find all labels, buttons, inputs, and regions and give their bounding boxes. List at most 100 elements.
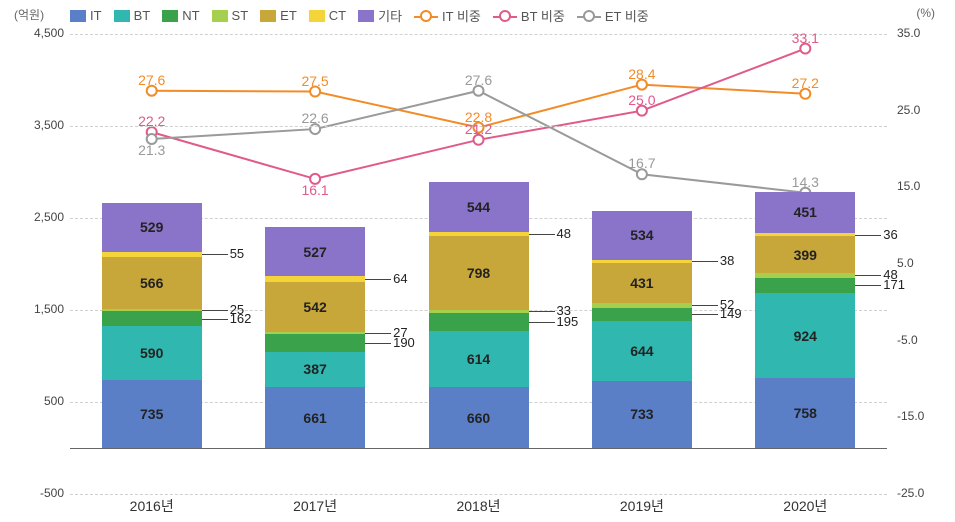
legend-label: ET 비중 — [605, 6, 649, 25]
bar-seg-nt — [429, 313, 529, 331]
bar-seg-it: 733 — [592, 381, 692, 448]
callout-leader — [202, 310, 228, 311]
legend-swatch — [212, 10, 228, 22]
legend-item-it: IT — [70, 8, 102, 23]
chart-container: (억원) (%) ITBTNTSTETCT기타IT 비중BT 비중ET 비중 7… — [0, 0, 955, 522]
bar-seg-etc: 527 — [265, 227, 365, 275]
callout-leader — [855, 285, 881, 286]
callout-leader — [202, 319, 228, 320]
bar-seg-ct — [755, 233, 855, 236]
bar-group: 660614798544 — [429, 34, 529, 494]
bar-seg-nt — [592, 308, 692, 322]
legend-swatch — [260, 10, 276, 22]
bar-seg-st — [102, 309, 202, 311]
legend-label: 기타 — [378, 6, 402, 25]
legend-swatch — [70, 10, 86, 22]
legend-swatch — [358, 10, 374, 22]
bar-callout: 55 — [230, 246, 244, 261]
bar-callout: 25 — [230, 302, 244, 317]
callout-leader — [692, 314, 718, 315]
bar-seg-ct — [102, 252, 202, 257]
bar-seg-st — [755, 273, 855, 277]
legend-item-it_ratio: IT 비중 — [414, 6, 481, 25]
legend-item-nt: NT — [162, 8, 199, 23]
bar-group: 758924399451 — [755, 34, 855, 494]
legend: IT BT NT ST ET CT 기타 IT 비중 BT 비중 ET 비중 — [70, 6, 915, 25]
callout-leader — [529, 311, 555, 312]
bar-callout: 48 — [883, 267, 897, 282]
bar-seg-st — [429, 310, 529, 313]
line-value-label: 25.0 — [628, 91, 655, 107]
bar-seg-nt — [265, 334, 365, 351]
legend-swatch — [114, 10, 130, 22]
legend-label: IT — [90, 8, 102, 23]
bar-seg-it: 660 — [429, 387, 529, 448]
line-value-label: 27.2 — [792, 75, 819, 91]
bar-seg-et: 431 — [592, 263, 692, 303]
y-right-tick: -5.0 — [897, 333, 918, 347]
legend-label: BT 비중 — [521, 6, 565, 25]
line-value-label: 33.1 — [792, 29, 819, 45]
y-left-tick: 4,500 — [34, 26, 64, 40]
callout-leader — [365, 333, 391, 334]
line-value-label: 27.5 — [301, 72, 328, 88]
y-left-tick: 2,500 — [34, 210, 64, 224]
callout-leader — [365, 343, 391, 344]
y-left-tick: 3,500 — [34, 118, 64, 132]
legend-item-ct: CT — [309, 8, 346, 23]
line-value-label: 16.7 — [628, 155, 655, 171]
line-value-label: 22.2 — [138, 113, 165, 129]
bar-seg-bt: 924 — [755, 293, 855, 378]
plot-area: 7355905665291622555661387542527190276466… — [70, 34, 887, 494]
legend-label: NT — [182, 8, 199, 23]
y-right-tick: 25.0 — [897, 103, 920, 117]
bar-callout: 36 — [883, 227, 897, 242]
x-tick: 2017년 — [293, 496, 337, 516]
legend-swatch — [162, 10, 178, 22]
bar-seg-nt — [102, 311, 202, 326]
bar-seg-etc: 529 — [102, 203, 202, 252]
callout-leader — [855, 275, 881, 276]
legend-label: ET — [280, 8, 297, 23]
bar-seg-ct — [592, 260, 692, 263]
line-value-label: 22.6 — [301, 110, 328, 126]
x-tick: 2019년 — [620, 496, 664, 516]
legend-label: CT — [329, 8, 346, 23]
bar-seg-et: 399 — [755, 236, 855, 273]
y-left-tick: 1,500 — [34, 302, 64, 316]
callout-leader — [692, 305, 718, 306]
bar-group: 661387542527 — [265, 34, 365, 494]
legend-line-swatch — [414, 10, 438, 22]
bar-seg-it: 735 — [102, 380, 202, 448]
line-value-label: 16.1 — [301, 182, 328, 198]
y-left-tick: -500 — [40, 486, 64, 500]
legend-item-bt: BT — [114, 8, 151, 23]
legend-item-st: ST — [212, 8, 249, 23]
gridline — [70, 494, 887, 495]
callout-leader — [529, 322, 555, 323]
bar-callout: 33 — [557, 303, 571, 318]
bar-seg-it: 758 — [755, 378, 855, 448]
y-left-tick: 500 — [44, 394, 64, 408]
bar-seg-ct — [265, 276, 365, 282]
bar-callout: 27 — [393, 325, 407, 340]
callout-leader — [202, 254, 228, 255]
bar-seg-bt: 614 — [429, 331, 529, 387]
bar-callout: 38 — [720, 253, 734, 268]
y-right-tick: -25.0 — [897, 486, 924, 500]
bar-seg-bt: 387 — [265, 352, 365, 388]
callout-leader — [692, 261, 718, 262]
bar-seg-it: 661 — [265, 387, 365, 448]
legend-item-et: ET — [260, 8, 297, 23]
legend-item-et_ratio: ET 비중 — [577, 6, 649, 25]
callout-leader — [855, 235, 881, 236]
legend-line-swatch — [493, 10, 517, 22]
line-value-label: 28.4 — [628, 65, 655, 81]
bar-callout: 64 — [393, 271, 407, 286]
x-tick: 2020년 — [783, 496, 827, 516]
bar-seg-etc: 534 — [592, 211, 692, 260]
x-tick: 2018년 — [456, 496, 500, 516]
line-value-label: 21.3 — [138, 142, 165, 158]
y-right-tick: -15.0 — [897, 409, 924, 423]
bar-seg-et: 566 — [102, 257, 202, 309]
